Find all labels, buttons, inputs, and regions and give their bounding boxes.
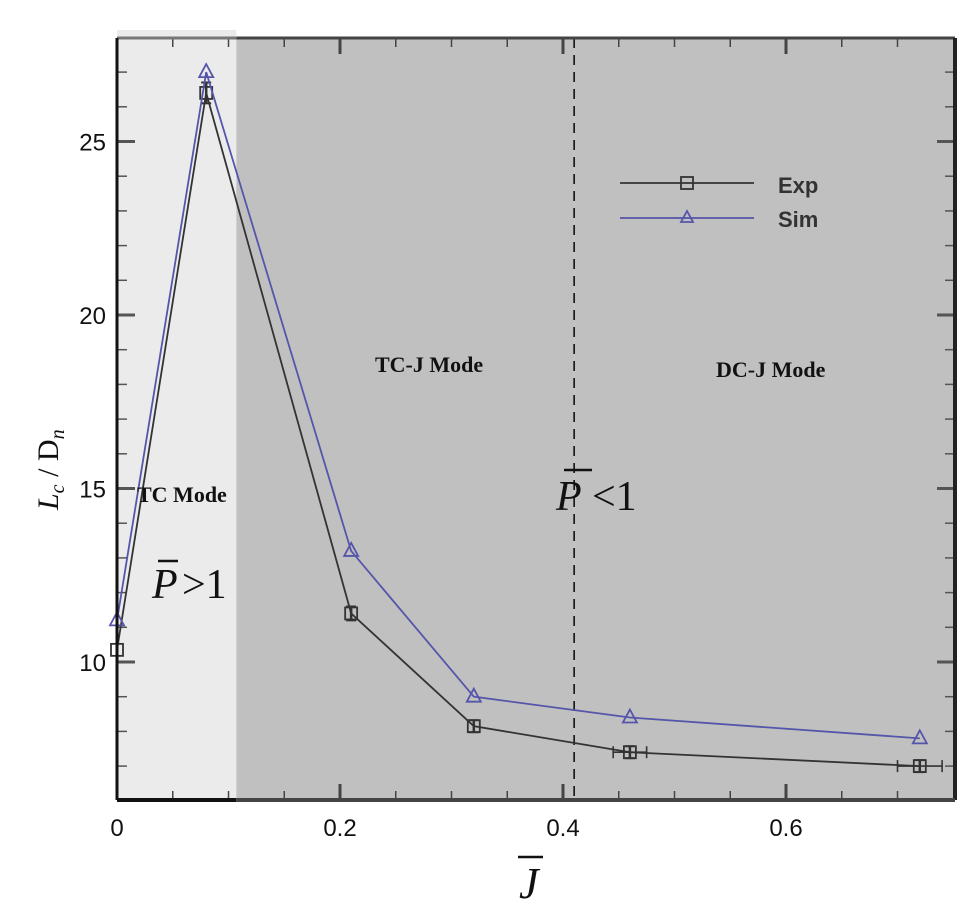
square-marker-icon bbox=[680, 176, 694, 190]
triangle-marker-icon bbox=[911, 728, 929, 745]
tick-labels: 0 0.2 0.4 0.6 10 15 20 25 bbox=[79, 130, 802, 843]
x-tick-label: 0.2 bbox=[323, 815, 356, 842]
plot-frame bbox=[115, 36, 957, 802]
tcj-mode-label: TC-J Mode bbox=[375, 352, 483, 377]
region-tc-j-mode bbox=[236, 38, 575, 800]
square-marker-icon bbox=[912, 759, 927, 773]
legend: Exp Sim bbox=[620, 173, 818, 232]
square-marker-icon bbox=[466, 719, 481, 734]
series-exp bbox=[110, 81, 943, 774]
triangle-marker-icon bbox=[679, 209, 695, 223]
p-less-than-one-label: P <1 bbox=[555, 468, 637, 520]
svg-text:>1: >1 bbox=[182, 562, 227, 608]
svg-text:Exp: Exp bbox=[778, 173, 818, 198]
triangle-marker-icon bbox=[197, 62, 215, 78]
svg-text:P: P bbox=[555, 474, 582, 520]
y-tick-label: 15 bbox=[79, 477, 106, 504]
region-tc-mode bbox=[117, 30, 237, 800]
triangle-marker-icon bbox=[621, 707, 639, 724]
svg-text:<1: <1 bbox=[592, 474, 637, 520]
svg-text:P: P bbox=[151, 562, 178, 608]
data-series bbox=[108, 62, 943, 774]
tc-mode-label: TC Mode bbox=[137, 482, 227, 507]
square-marker-icon bbox=[344, 606, 359, 621]
svg-text:Lc / Dn: Lc / Dn bbox=[32, 429, 69, 511]
x-tick-label: 0.6 bbox=[769, 815, 802, 842]
p-greater-than-one-label: P >1 bbox=[151, 559, 227, 608]
square-marker-icon bbox=[623, 745, 637, 760]
legend-item-sim: Sim bbox=[620, 207, 818, 232]
svg-text:J: J bbox=[519, 859, 541, 908]
y-tick-label: 10 bbox=[79, 650, 106, 677]
dcj-mode-label: DC-J Mode bbox=[716, 357, 826, 382]
x-tick-label: 0 bbox=[110, 815, 123, 842]
triangle-marker-icon bbox=[342, 541, 360, 557]
x-tick-label: 0.4 bbox=[546, 815, 579, 842]
region-dc-j-mode bbox=[574, 38, 954, 800]
y-tick-label: 20 bbox=[79, 303, 106, 330]
y-tick-label: 25 bbox=[79, 130, 106, 157]
svg-text:Sim: Sim bbox=[778, 207, 818, 232]
y-axis-title: Lc / Dn bbox=[32, 429, 69, 511]
x-axis-title: J bbox=[518, 855, 543, 908]
triangle-marker-icon bbox=[465, 686, 483, 703]
legend-item-exp: Exp bbox=[620, 173, 818, 198]
mode-regions bbox=[117, 30, 954, 800]
